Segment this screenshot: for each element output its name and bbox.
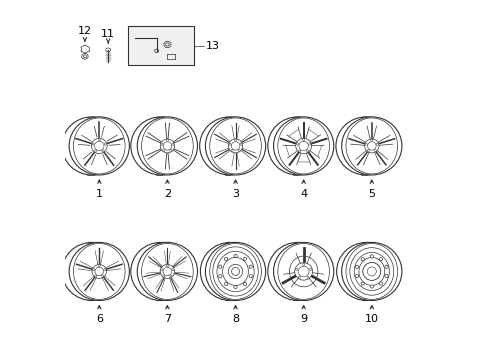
Ellipse shape — [298, 150, 300, 152]
Ellipse shape — [228, 143, 230, 145]
Ellipse shape — [294, 263, 312, 280]
Text: 3: 3 — [232, 189, 239, 199]
Ellipse shape — [172, 269, 174, 271]
Ellipse shape — [295, 138, 311, 154]
Ellipse shape — [230, 149, 233, 152]
Ellipse shape — [306, 276, 308, 278]
Ellipse shape — [362, 262, 380, 280]
Ellipse shape — [228, 264, 242, 279]
Ellipse shape — [169, 149, 172, 152]
Ellipse shape — [69, 242, 129, 301]
Text: 8: 8 — [231, 314, 239, 324]
Ellipse shape — [169, 275, 172, 277]
Ellipse shape — [228, 139, 242, 153]
Ellipse shape — [234, 139, 236, 141]
Ellipse shape — [379, 282, 382, 285]
Ellipse shape — [95, 275, 97, 277]
Ellipse shape — [218, 265, 222, 268]
Ellipse shape — [161, 269, 163, 271]
Ellipse shape — [355, 274, 358, 278]
Ellipse shape — [249, 265, 252, 268]
Ellipse shape — [163, 149, 164, 152]
Ellipse shape — [370, 139, 372, 141]
Ellipse shape — [302, 139, 304, 141]
Text: 11: 11 — [101, 29, 115, 39]
Text: 13: 13 — [205, 41, 219, 50]
Ellipse shape — [224, 282, 227, 285]
Ellipse shape — [92, 265, 106, 278]
Ellipse shape — [341, 117, 401, 175]
Ellipse shape — [69, 117, 129, 175]
Text: 9: 9 — [300, 314, 306, 324]
Ellipse shape — [240, 143, 242, 145]
Ellipse shape — [295, 268, 297, 270]
Ellipse shape — [160, 265, 174, 278]
Ellipse shape — [172, 143, 174, 145]
Text: 6: 6 — [96, 314, 102, 324]
Text: 4: 4 — [300, 189, 306, 199]
Ellipse shape — [376, 143, 378, 145]
Ellipse shape — [238, 149, 240, 152]
Ellipse shape — [166, 139, 168, 141]
Ellipse shape — [360, 282, 364, 285]
Ellipse shape — [137, 242, 197, 301]
Ellipse shape — [160, 139, 174, 153]
Ellipse shape — [205, 117, 265, 175]
Ellipse shape — [302, 263, 304, 265]
Text: 2: 2 — [163, 189, 171, 199]
Ellipse shape — [137, 117, 197, 175]
Ellipse shape — [102, 150, 104, 152]
Ellipse shape — [98, 265, 100, 267]
Ellipse shape — [161, 143, 163, 145]
Ellipse shape — [373, 149, 376, 152]
Ellipse shape — [296, 143, 298, 145]
Ellipse shape — [166, 265, 168, 267]
Ellipse shape — [369, 285, 373, 288]
Ellipse shape — [98, 139, 100, 141]
Ellipse shape — [365, 143, 366, 145]
Ellipse shape — [102, 275, 103, 277]
Ellipse shape — [366, 149, 368, 152]
Ellipse shape — [104, 143, 106, 145]
Ellipse shape — [233, 254, 237, 257]
Ellipse shape — [218, 275, 222, 278]
Text: 5: 5 — [367, 189, 374, 199]
Ellipse shape — [369, 255, 373, 258]
Ellipse shape — [384, 265, 387, 269]
Ellipse shape — [94, 150, 96, 152]
Ellipse shape — [231, 267, 239, 275]
Text: 1: 1 — [96, 189, 102, 199]
Ellipse shape — [360, 258, 364, 261]
Bar — [128, 26, 194, 65]
Text: 12: 12 — [78, 26, 92, 36]
Ellipse shape — [233, 285, 237, 289]
Ellipse shape — [205, 242, 265, 301]
Ellipse shape — [306, 150, 308, 152]
Ellipse shape — [355, 265, 358, 269]
Ellipse shape — [163, 275, 164, 277]
Ellipse shape — [364, 139, 378, 153]
Ellipse shape — [92, 143, 94, 145]
Ellipse shape — [224, 257, 227, 261]
Text: 10: 10 — [364, 314, 378, 324]
Ellipse shape — [249, 275, 252, 278]
Ellipse shape — [91, 138, 107, 154]
Ellipse shape — [243, 257, 246, 261]
Ellipse shape — [298, 276, 300, 278]
Ellipse shape — [309, 268, 311, 270]
Ellipse shape — [273, 117, 333, 175]
Ellipse shape — [92, 269, 95, 271]
Ellipse shape — [308, 143, 310, 145]
Ellipse shape — [341, 242, 401, 301]
Ellipse shape — [384, 274, 387, 278]
Ellipse shape — [273, 242, 333, 301]
Ellipse shape — [103, 269, 106, 271]
Ellipse shape — [243, 282, 246, 285]
Text: 7: 7 — [163, 314, 171, 324]
Ellipse shape — [379, 258, 382, 261]
